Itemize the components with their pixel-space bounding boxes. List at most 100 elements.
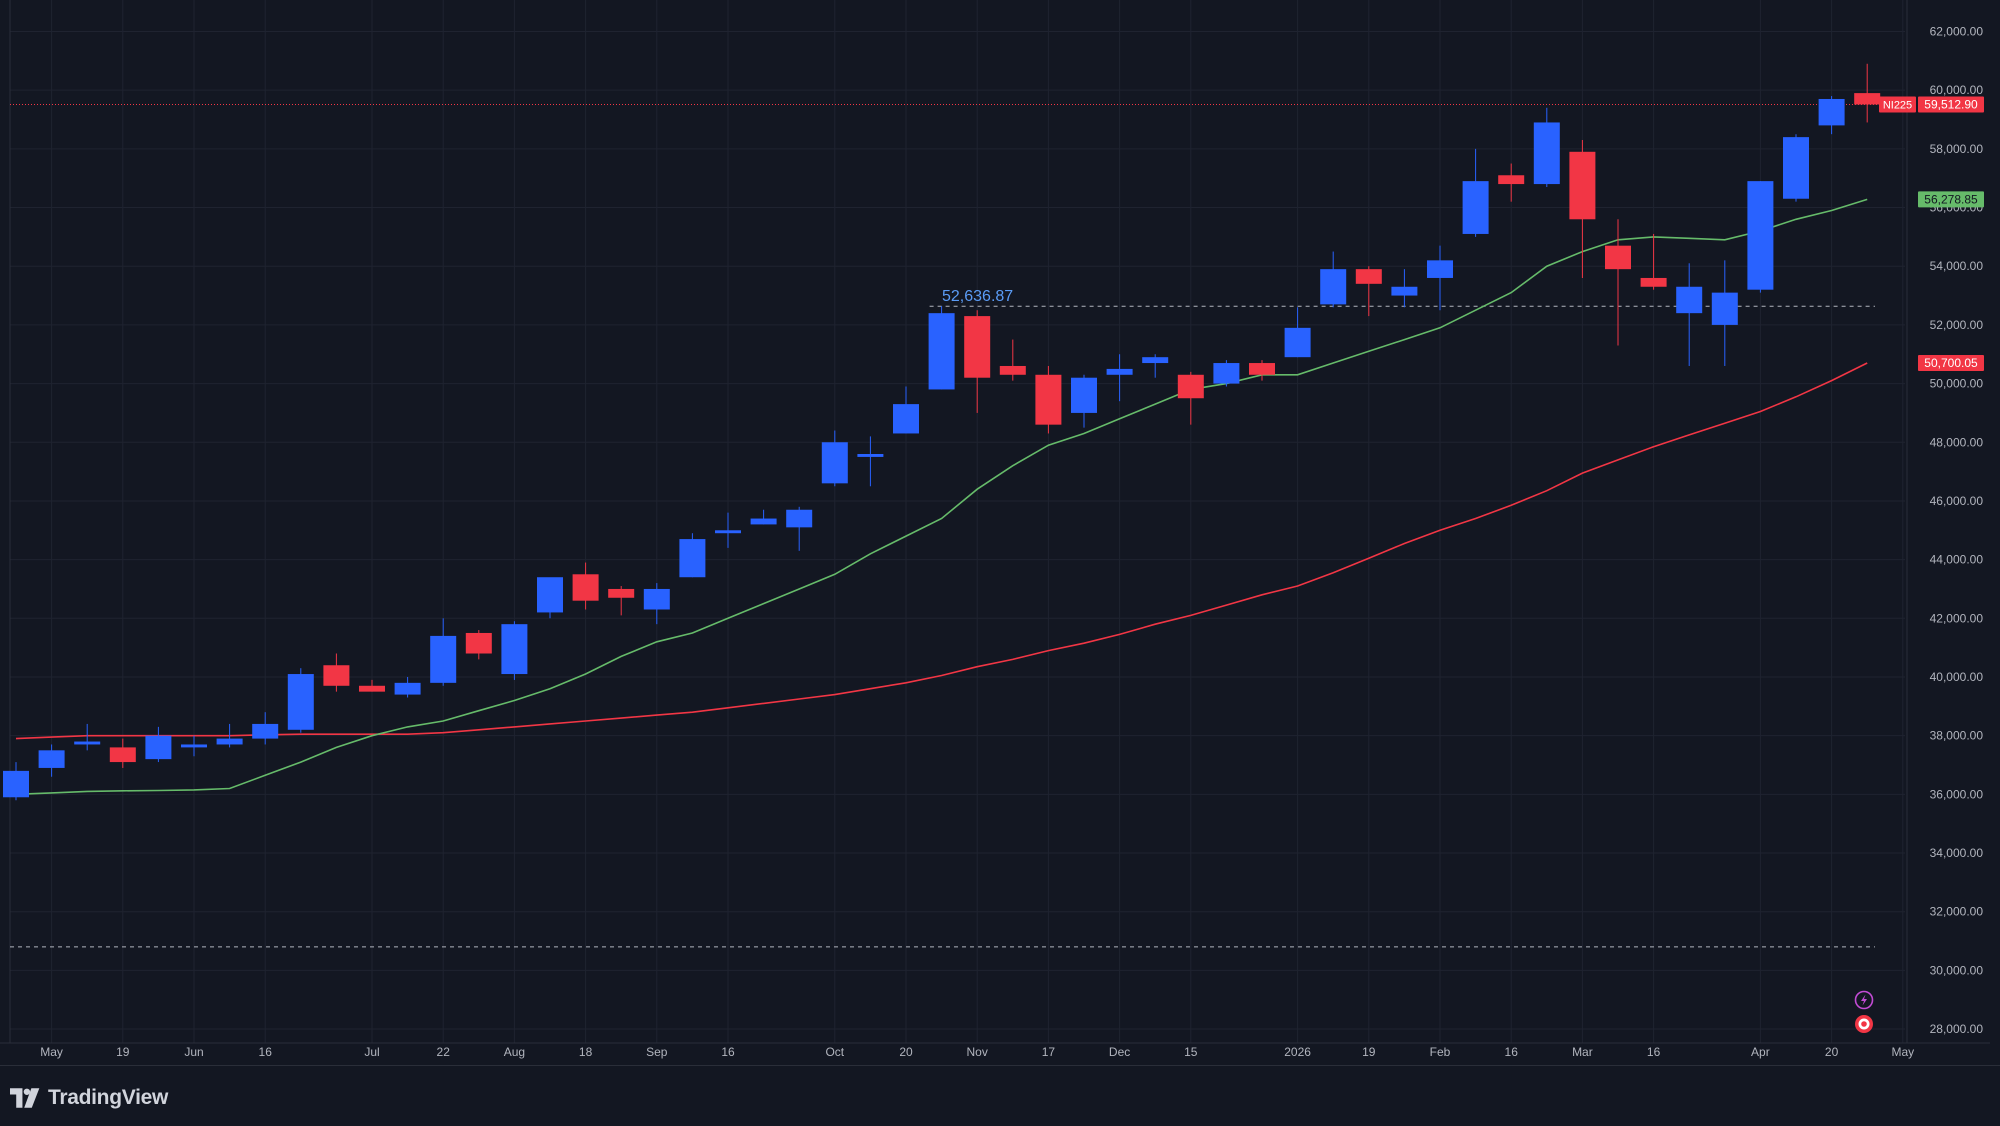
candle — [74, 723, 101, 751]
candle — [1605, 219, 1631, 346]
candle-body — [252, 723, 279, 739]
candle — [465, 630, 492, 660]
candle-body — [1106, 368, 1133, 375]
candle — [964, 310, 991, 413]
y-tick-label: 42,000.00 — [1930, 611, 1984, 625]
ma-fast-price-label-bg — [1918, 191, 1984, 208]
candle-body — [999, 365, 1026, 375]
candle — [1676, 263, 1703, 366]
x-tick-label: 16 — [721, 1045, 735, 1059]
lightning-icon[interactable] — [1854, 990, 1874, 1010]
y-tick-label: 52,000.00 — [1930, 318, 1984, 332]
x-tick-label: 15 — [1184, 1045, 1198, 1059]
candle — [1747, 181, 1774, 293]
candle — [715, 512, 741, 548]
candle — [679, 533, 706, 578]
tradingview-logo[interactable]: TradingView — [10, 1086, 168, 1110]
y-tick-label: 50,000.00 — [1930, 377, 1984, 391]
candle — [572, 562, 599, 610]
candle-body — [3, 770, 29, 798]
y-tick-label: 48,000.00 — [1930, 435, 1984, 449]
candle-body — [323, 665, 350, 686]
candle — [1854, 63, 1881, 123]
candle-body — [181, 744, 207, 748]
candle-body — [750, 518, 777, 525]
candle-body — [1427, 260, 1453, 278]
candle — [323, 653, 350, 692]
candle-body — [1605, 245, 1631, 270]
x-tick-label: 16 — [259, 1045, 273, 1059]
candle-body — [1142, 357, 1169, 364]
ma-fast-line — [15, 198, 1868, 796]
moving-averages — [15, 198, 1868, 796]
candle — [643, 583, 670, 625]
candle — [1427, 245, 1453, 311]
price-labels: 52,636.87 NI225 59,512.90 56,278.85 50,700.0… — [942, 96, 1984, 372]
candle — [252, 712, 279, 745]
candle — [1355, 266, 1382, 317]
candle — [821, 430, 848, 487]
candle — [38, 744, 65, 777]
candle — [1640, 233, 1667, 290]
candle-body — [821, 442, 848, 484]
y-tick-label: 30,000.00 — [1930, 963, 1984, 977]
candle — [394, 676, 421, 698]
candle — [1498, 163, 1525, 202]
ma-slow-price-label-bg — [1918, 355, 1984, 372]
x-tick-label: 16 — [1505, 1045, 1519, 1059]
candle — [1711, 260, 1738, 366]
ma-slow-price-label: 50,700.05 — [1924, 356, 1978, 370]
candle-body — [786, 509, 813, 528]
candle-body — [1071, 377, 1097, 413]
x-tick-label: 20 — [899, 1045, 913, 1059]
candle-body — [465, 632, 492, 654]
candle-body — [1569, 151, 1596, 220]
x-tick-label: 16 — [1647, 1045, 1661, 1059]
candle-body — [109, 747, 136, 763]
x-tick-label: May — [40, 1045, 63, 1059]
symbol-tag-bg — [1879, 96, 1916, 113]
candle-body — [359, 685, 385, 692]
candle-body — [1035, 374, 1062, 425]
candle — [1213, 360, 1240, 387]
price-axis[interactable]: 62,000.0060,000.0058,000.0056,000.0054,0… — [1930, 25, 1984, 1037]
y-tick-label: 60,000.00 — [1930, 83, 1984, 97]
candle-body — [1640, 277, 1667, 287]
price-chart[interactable]: 62,000.0060,000.0058,000.0056,000.0054,0… — [0, 0, 2000, 1065]
y-tick-label: 40,000.00 — [1930, 670, 1984, 684]
record-icon[interactable] — [1855, 1015, 1873, 1033]
candle-body — [1213, 363, 1240, 384]
x-tick-label: Nov — [967, 1045, 988, 1059]
chart-area[interactable]: 62,000.00 60,000.00 58,000.00 56,000.00 54,0… — [0, 0, 2000, 1065]
candle-body — [857, 453, 884, 457]
y-tick-label: 36,000.00 — [1930, 787, 1984, 801]
candle-body — [287, 674, 314, 730]
x-tick-label: Dec — [1109, 1045, 1130, 1059]
x-tick-label: 17 — [1042, 1045, 1056, 1059]
x-tick-label: 19 — [1362, 1045, 1376, 1059]
candle-body — [1676, 286, 1703, 314]
x-tick-label: 19 — [116, 1045, 130, 1059]
candle — [999, 339, 1026, 381]
x-tick-label: Feb — [1430, 1045, 1451, 1059]
candle — [537, 577, 563, 619]
candle — [893, 386, 919, 434]
candle — [1284, 307, 1311, 358]
x-tick-label: May — [1891, 1045, 1914, 1059]
candle-body — [1818, 98, 1845, 126]
candle-body — [643, 588, 670, 610]
candles — [3, 63, 1881, 801]
y-tick-label: 62,000.00 — [1930, 25, 1984, 39]
candle — [786, 506, 813, 551]
candle-body — [1747, 181, 1774, 290]
candle — [501, 621, 528, 680]
time-axis[interactable]: May 19 Jun 16 Jul 22 Aug 18 Sep 16 Oct 20 Nov 17 Dec 15… — [40, 1045, 1914, 1059]
candle-body — [1783, 137, 1809, 199]
y-tick-label: 38,000.00 — [1930, 729, 1984, 743]
x-tick-label: Jul — [364, 1045, 379, 1059]
candle — [1177, 371, 1204, 425]
y-tick-label: 58,000.00 — [1930, 142, 1984, 156]
candle-body — [1391, 286, 1418, 296]
candle-body — [679, 539, 706, 578]
candle-body — [1854, 93, 1881, 105]
